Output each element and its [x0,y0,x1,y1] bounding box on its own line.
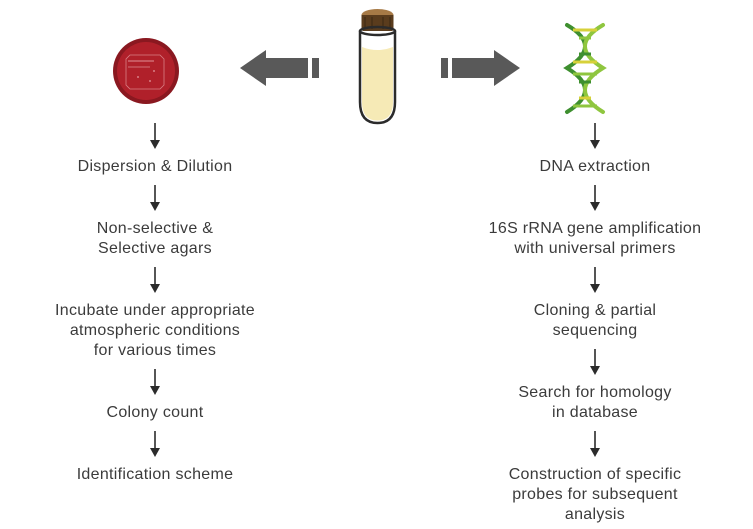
down-arrow-icon [588,123,602,149]
down-arrow-icon [148,369,162,395]
left-flow-column: Dispersion & Dilution Non-selective &Sel… [15,115,295,485]
left-step-5: Identification scheme [77,465,234,485]
down-arrow-icon [148,123,162,149]
right-step-3: Cloning & partialsequencing [534,301,657,341]
down-arrow-icon [148,267,162,293]
down-arrow-icon [588,185,602,211]
down-arrow-icon [148,431,162,457]
down-arrow-icon [588,267,602,293]
test-tube-icon [350,7,405,132]
petri-dish-icon [110,35,182,112]
down-arrow-icon [588,349,602,375]
right-step-2: 16S rRNA gene amplificationwith universa… [489,219,702,259]
left-step-3: Incubate under appropriateatmospheric co… [55,301,255,361]
big-arrow-left-icon [240,48,320,93]
left-step-1: Dispersion & Dilution [78,157,233,177]
right-step-1: DNA extraction [540,157,651,177]
left-step-2: Non-selective &Selective agars [97,219,214,259]
down-arrow-icon [588,431,602,457]
down-arrow-icon [148,185,162,211]
big-arrow-right-icon [440,48,520,93]
left-step-4: Colony count [107,403,204,423]
dna-helix-icon [555,22,615,122]
right-flow-column: DNA extraction 16S rRNA gene amplificati… [455,115,735,525]
right-step-5: Construction of specificprobes for subse… [509,465,682,525]
right-step-4: Search for homologyin database [518,383,671,423]
